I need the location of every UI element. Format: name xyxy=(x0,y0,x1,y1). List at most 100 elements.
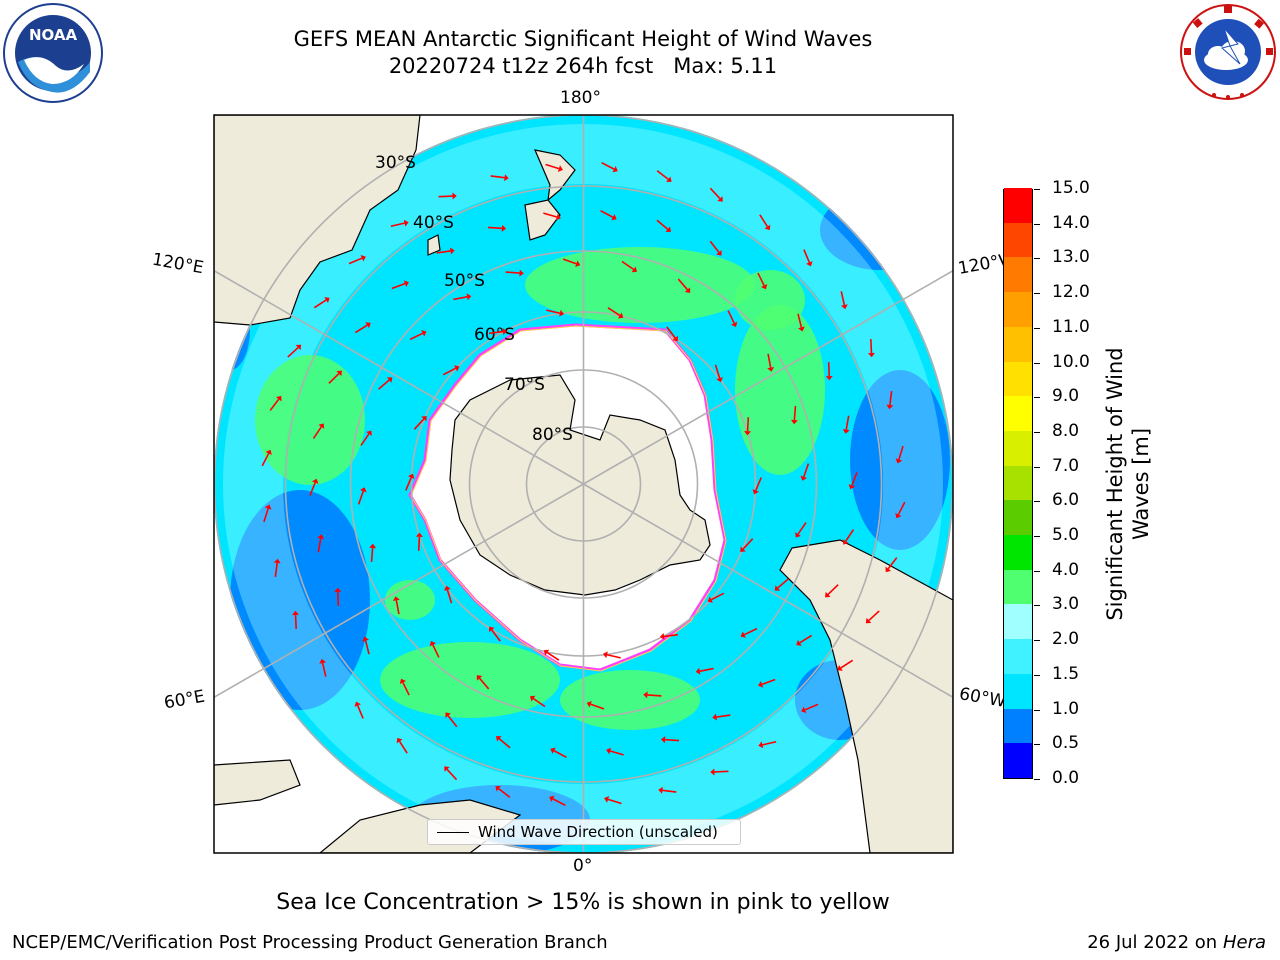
colorbar-tick xyxy=(1034,431,1040,433)
wave-arrow xyxy=(746,417,750,432)
wave-arrow-head xyxy=(476,675,483,681)
colorbar-segment xyxy=(1004,256,1032,293)
wave-arrow xyxy=(446,589,453,604)
wave-arrow-head xyxy=(501,224,507,232)
wave-arrow xyxy=(699,667,714,672)
wave-arrow-head xyxy=(731,321,738,327)
wave-arrow-head xyxy=(445,712,451,718)
wave-arrow-head xyxy=(660,736,666,744)
wave-arrow xyxy=(442,367,457,376)
wave-arrow-head xyxy=(543,649,550,656)
legend-line-swatch xyxy=(437,832,469,833)
wave-arrow-head xyxy=(504,174,509,182)
wave-arrow-head xyxy=(848,484,856,490)
latitude-label: 30°S xyxy=(375,153,416,173)
wave-region-high xyxy=(385,580,435,620)
wave-arrow-head xyxy=(295,344,302,351)
wave-arrow xyxy=(897,501,906,515)
wave-arrow xyxy=(677,278,689,291)
lon-label-0: 0° xyxy=(573,856,593,876)
colorbar-tick-label: 7.0 xyxy=(1052,455,1080,476)
wave-arrow-head xyxy=(466,293,472,301)
colorbar-tick-label: 13.0 xyxy=(1052,247,1090,268)
wave-arrow-head xyxy=(752,489,759,495)
wave-arrow xyxy=(488,330,504,335)
wave-arrow-head xyxy=(895,512,902,519)
wave-arrow xyxy=(274,562,278,577)
wave-region-high xyxy=(255,355,365,485)
sea-ice-edge-yellow xyxy=(410,325,727,672)
noaa-logo-text: NOAA xyxy=(29,26,78,44)
colorbar-segment xyxy=(1004,291,1032,327)
wave-arrow-head xyxy=(586,700,592,708)
wave-arrow-head xyxy=(707,596,713,603)
wave-arrow xyxy=(777,578,789,589)
wave-arrow-head xyxy=(842,539,849,545)
wave-arrow-head xyxy=(529,695,536,702)
wave-arrow xyxy=(797,522,807,535)
land-mass xyxy=(524,199,561,241)
wave-arrow xyxy=(709,240,720,253)
wave-arrow xyxy=(662,789,677,793)
wave-arrow-head xyxy=(758,741,764,749)
latitude-label: 70°S xyxy=(504,375,545,395)
wave-arrow-head xyxy=(825,375,833,381)
wave-arrow xyxy=(370,547,374,562)
wave-arrow xyxy=(478,677,490,690)
wave-arrow-head xyxy=(744,430,752,436)
wave-arrow-head xyxy=(292,610,300,616)
wave-arrow xyxy=(845,415,850,430)
wave-arrow-head xyxy=(354,701,361,707)
wave-arrow-head xyxy=(631,266,638,273)
colorbar-segment xyxy=(1004,361,1032,397)
colorbar-tick xyxy=(1034,223,1040,225)
colorbar-tick xyxy=(1034,327,1040,329)
footer-date-text: 26 Jul 2022 on xyxy=(1087,932,1223,953)
colorbar-segment xyxy=(1004,499,1032,536)
wave-arrow xyxy=(727,310,735,324)
wave-arrow-head xyxy=(318,423,325,429)
wave-arrow-head xyxy=(273,558,281,564)
wave-arrow xyxy=(491,629,501,642)
wave-arrow xyxy=(402,682,410,696)
wave-arrow xyxy=(498,738,511,749)
wave-arrow-head xyxy=(885,566,892,573)
meridian-line xyxy=(583,483,953,699)
wave-arrow-head xyxy=(695,667,701,675)
wave-arrow-head xyxy=(408,473,415,479)
colorbar-tick xyxy=(1034,570,1040,572)
colorbar-segment xyxy=(1004,673,1032,709)
colorbar-tick xyxy=(1034,501,1040,503)
wave-arrow-head xyxy=(712,713,717,721)
wave-arrow-head xyxy=(519,269,524,277)
wave-arrow-head xyxy=(502,328,508,336)
wave-arrow-head xyxy=(444,766,450,772)
wave-arrow xyxy=(261,453,270,467)
colorbar-tick-label: 3.0 xyxy=(1052,594,1080,615)
wave-arrow-head xyxy=(386,377,393,383)
wave-arrow xyxy=(607,798,622,805)
wave-arrow xyxy=(743,627,758,636)
wave-arrow-head xyxy=(710,768,715,776)
wave-arrow xyxy=(827,584,839,595)
wave-arrow xyxy=(767,353,772,368)
wave-arrow xyxy=(797,313,803,328)
map-frame xyxy=(213,114,954,854)
wave-arrow xyxy=(606,653,621,659)
wave-arrow xyxy=(759,214,769,228)
colorbar-tick-label: 0.5 xyxy=(1052,733,1080,754)
colorbar-tick xyxy=(1034,709,1040,711)
wave-arrow-head xyxy=(429,641,436,647)
wave-arrow-head xyxy=(495,785,501,792)
wave-arrow xyxy=(802,463,810,478)
land-mass xyxy=(214,115,421,326)
wave-arrow xyxy=(317,538,322,553)
wave-arrow xyxy=(312,426,322,439)
colorbar-tick xyxy=(1034,536,1040,538)
colorbar-tick xyxy=(1034,258,1040,260)
wave-arrow xyxy=(868,610,880,622)
wave-arrow-head xyxy=(399,678,407,685)
wave-arrow-head xyxy=(764,224,771,231)
wave-arrow xyxy=(309,482,316,496)
